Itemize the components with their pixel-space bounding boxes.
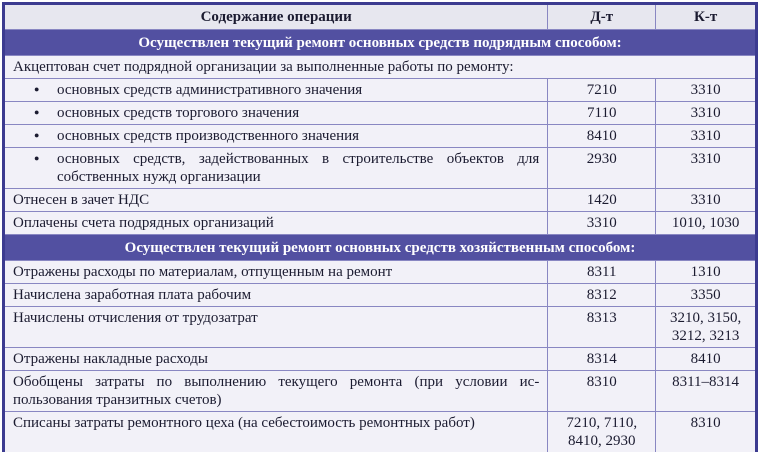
table-header: Содержание операции Д-т К-т — [2, 3, 757, 30]
debit-value: 2930 — [547, 147, 657, 189]
header-row: Содержание операции Д-т К-т — [2, 3, 757, 30]
credit-value: 3310 — [655, 78, 757, 102]
operation-text: Начислена заработная плата рабочим — [2, 283, 549, 307]
section-title: Осуществлен текущий ремонт основных сред… — [3, 234, 757, 261]
table-row: ● основных средств производственного знач… — [2, 124, 757, 148]
operation-cell: ● основных средств административного знач… — [2, 78, 549, 102]
operation-text: основных средств административного значе… — [57, 82, 363, 98]
credit-value: 3310 — [655, 101, 757, 125]
group-label: Акцептован счет подрядной организации за… — [3, 55, 757, 79]
debit-value: 1420 — [547, 188, 657, 212]
credit-value: 8311–8314 — [655, 370, 757, 412]
table-row: ● основных средств торгового значения 7110… — [2, 101, 757, 125]
operation-cell: ● основных средств, задействованных в стр… — [2, 147, 549, 189]
operation-text: Отражены накладные расходы — [2, 347, 549, 371]
credit-value: 8310 — [655, 411, 757, 452]
operation-text: Отнесен в зачет НДС — [2, 188, 549, 212]
operation-text: Оплачены счета подрядных организаций — [2, 211, 549, 235]
table-row: Отнесен в зачет НДС 1420 3310 — [2, 188, 757, 212]
table-row: ● основных средств, задействованных в стр… — [2, 147, 757, 189]
column-header-dt: Д-т — [547, 3, 657, 30]
table-row: Отражены расходы по материалам, отпущенн… — [2, 260, 757, 284]
debit-value: 7210 — [547, 78, 657, 102]
section-title: Осуществлен текущий ремонт основных сред… — [3, 29, 757, 56]
table-row: Оплачены счета подрядных организаций 3310… — [2, 211, 757, 235]
credit-value: 1010, 1030 — [655, 211, 757, 235]
credit-value: 3310 — [655, 147, 757, 189]
table-row: Списаны затраты ремонтного цеха (на себе… — [2, 411, 757, 452]
bullet-icon: ● — [34, 153, 40, 163]
table-row: Обобщены затраты по выполнению текущего … — [2, 370, 757, 412]
credit-value: 3350 — [655, 283, 757, 307]
section-header-row: Осуществлен текущий ремонт основных сред… — [3, 234, 757, 261]
section-header-row: Осуществлен текущий ремонт основных сред… — [3, 29, 757, 56]
operation-text: Начислены отчисления от трудозатрат — [2, 306, 549, 348]
bullet-icon: ● — [34, 84, 40, 94]
credit-value: 8410 — [655, 347, 757, 371]
debit-value: 3310 — [547, 211, 657, 235]
table-row: Начислена заработная плата рабочим 8312 33… — [2, 283, 757, 307]
bullet-icon: ● — [34, 107, 40, 117]
column-header-op: Содержание операции — [2, 3, 549, 30]
operation-text: Списаны затраты ремонтного цеха (на себе… — [2, 411, 549, 452]
table-body: Осуществлен текущий ремонт основных сред… — [2, 29, 757, 452]
credit-value: 3310 — [655, 188, 757, 212]
bullet-icon: ● — [34, 130, 40, 140]
debit-value: 8314 — [547, 347, 657, 371]
debit-value: 8311 — [547, 260, 657, 284]
debit-value: 7210, 7110, 8410, 2930 — [547, 411, 657, 452]
debit-value: 8312 — [547, 283, 657, 307]
group-label-row: Акцептован счет подрядной организации за… — [3, 55, 757, 79]
table-row: Начислены отчисления от трудозатрат 8313 3… — [2, 306, 757, 348]
operation-cell: ● основных средств торгового значения — [2, 101, 549, 125]
credit-value: 3310 — [655, 124, 757, 148]
operation-text: Обобщены затраты по выполнению текущего … — [2, 370, 549, 412]
debit-value: 8410 — [547, 124, 657, 148]
operation-text: Отражены расходы по материалам, отпущенн… — [2, 260, 549, 284]
table-row: Отражены накладные расходы 8314 8410 — [2, 347, 757, 371]
credit-value: 1310 — [655, 260, 757, 284]
operation-text: основных средств, задействованных в стро… — [57, 151, 540, 185]
debit-value: 8313 — [547, 306, 657, 348]
debit-value: 8310 — [547, 370, 657, 412]
credit-value: 3210, 3150, 3212, 3213 — [655, 306, 757, 348]
operation-cell: ● основных средств производственного знач… — [2, 124, 549, 148]
operation-text: основных средств торгового значения — [57, 105, 300, 121]
column-header-kt: К-т — [655, 3, 757, 30]
debit-value: 7110 — [547, 101, 657, 125]
operation-text: основных средств производственного значе… — [57, 128, 360, 144]
table-row: ● основных средств административного знач… — [2, 78, 757, 102]
